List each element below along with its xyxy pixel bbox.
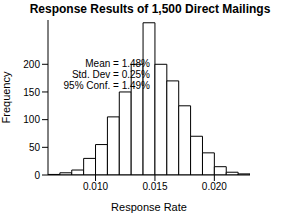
svg-text:Frequency: Frequency (8, 71, 12, 123)
svg-text:200: 200 (23, 59, 40, 70)
html-text:Mean = 1.48%: Mean = 1.48% (85, 58, 150, 69)
svg-text:0.020: 0.020 (202, 181, 227, 192)
svg-text:0: 0 (34, 170, 40, 181)
html-text:95% Conf. = 1.49%: 95% Conf. = 1.49% (63, 80, 150, 91)
svg-text:Response Rate: Response Rate (111, 201, 187, 213)
html-text:Response Results of 1,500 Dire: Response Results of 1,500 Direct Mailing… (29, 2, 271, 16)
html-text:Std. Dev = 0.25%: Std. Dev = 0.25% (71, 69, 150, 80)
svg-text:0.015: 0.015 (142, 181, 167, 192)
svg-text:150: 150 (23, 87, 40, 98)
svg-text:0.010: 0.010 (83, 181, 108, 192)
svg-text:50: 50 (29, 142, 41, 153)
svg-text:100: 100 (23, 114, 40, 125)
